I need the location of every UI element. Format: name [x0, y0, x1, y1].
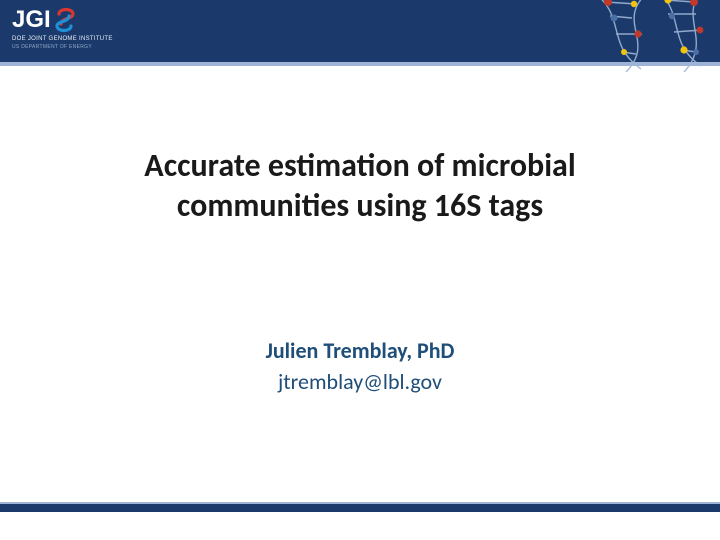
title-line-1: Accurate estimation of microbial — [144, 146, 575, 185]
logo-s-glyph — [55, 6, 77, 34]
footer-band — [0, 502, 720, 512]
title-line-2: communities using 16S tags — [177, 186, 543, 225]
jgi-logo: JGI DOE JOINT GENOME INSTITUTE US DEPART… — [12, 6, 122, 58]
logo-subtitle-2: US DEPARTMENT OF ENERGY — [12, 44, 92, 50]
logo-row: JGI — [12, 6, 77, 34]
author-name: Julien Tremblay, PhD — [80, 336, 640, 367]
content-area: Accurate estimation of microbial communi… — [0, 66, 720, 502]
logo-subtitle-1: DOE JOINT GENOME INSTITUTE — [12, 36, 113, 43]
author-email: jtremblay@lbl.gov — [80, 367, 640, 398]
slide: JGI DOE JOINT GENOME INSTITUTE US DEPART… — [0, 0, 720, 540]
slide-title: Accurate estimation of microbial communi… — [80, 146, 640, 226]
logo-primary-text: JGI — [12, 8, 51, 32]
